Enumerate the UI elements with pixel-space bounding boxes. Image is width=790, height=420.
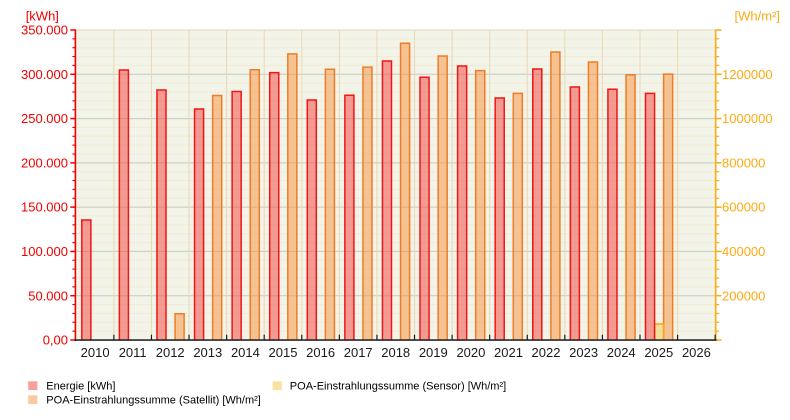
svg-text:Energie [kWh]: Energie [kWh] bbox=[46, 381, 115, 393]
svg-text:2020: 2020 bbox=[456, 345, 485, 360]
svg-text:2018: 2018 bbox=[381, 345, 410, 360]
svg-text:1200000: 1200000 bbox=[722, 67, 773, 82]
svg-text:2023: 2023 bbox=[569, 345, 598, 360]
svg-text:2017: 2017 bbox=[344, 345, 373, 360]
svg-text:0,00: 0,00 bbox=[43, 333, 68, 348]
svg-text:[Wh/m²]: [Wh/m²] bbox=[735, 9, 781, 24]
svg-text:POA-Einstrahlungssumme (Satell: POA-Einstrahlungssumme (Satellit) [Wh/m²… bbox=[46, 395, 261, 407]
svg-text:2026: 2026 bbox=[682, 345, 711, 360]
svg-text:800000: 800000 bbox=[722, 156, 765, 171]
svg-text:150.000: 150.000 bbox=[21, 200, 68, 215]
svg-text:2016: 2016 bbox=[306, 345, 335, 360]
svg-text:50.000: 50.000 bbox=[28, 288, 68, 303]
svg-text:200.000: 200.000 bbox=[21, 156, 68, 171]
svg-text:2012: 2012 bbox=[156, 345, 185, 360]
svg-text:250.000: 250.000 bbox=[21, 111, 68, 126]
svg-text:100.000: 100.000 bbox=[21, 244, 68, 259]
svg-text:1000000: 1000000 bbox=[722, 111, 773, 126]
svg-text:2021: 2021 bbox=[494, 345, 523, 360]
svg-text:2010: 2010 bbox=[81, 345, 110, 360]
svg-text:2014: 2014 bbox=[231, 345, 260, 360]
svg-text:2025: 2025 bbox=[644, 345, 673, 360]
svg-text:2015: 2015 bbox=[269, 345, 298, 360]
svg-text:200000: 200000 bbox=[722, 288, 765, 303]
svg-text:350.000: 350.000 bbox=[21, 23, 68, 38]
svg-text:POA-Einstrahlungssumme (Sensor: POA-Einstrahlungssumme (Sensor) [Wh/m²] bbox=[290, 381, 506, 393]
svg-text:2019: 2019 bbox=[419, 345, 448, 360]
svg-text:2013: 2013 bbox=[193, 345, 222, 360]
svg-text:2022: 2022 bbox=[532, 345, 561, 360]
svg-text:2024: 2024 bbox=[607, 345, 636, 360]
svg-text:[kWh]: [kWh] bbox=[26, 9, 59, 24]
svg-text:2011: 2011 bbox=[119, 345, 147, 360]
svg-text:600000: 600000 bbox=[722, 200, 765, 215]
svg-text:400000: 400000 bbox=[722, 244, 765, 259]
svg-text:300.000: 300.000 bbox=[21, 67, 68, 82]
